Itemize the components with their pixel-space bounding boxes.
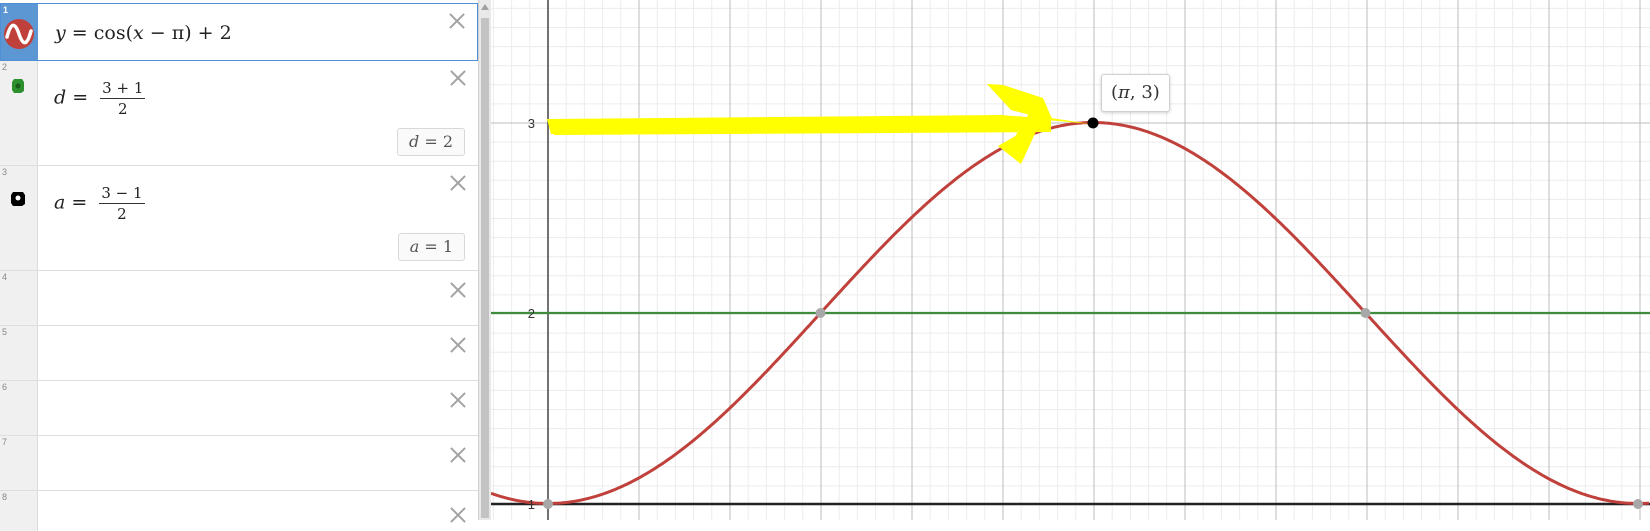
expression-row-7[interactable]: 7: [0, 436, 478, 491]
delete-expression-8-icon[interactable]: [450, 507, 466, 523]
expression-number-5: 5: [2, 327, 8, 337]
expression-list-scrollbar[interactable]: [479, 0, 491, 520]
minor-grid: [491, 0, 1650, 520]
intercept-point-right[interactable]: [1360, 308, 1371, 318]
expression-number-6: 6: [2, 382, 8, 392]
expression-row-5[interactable]: 5: [0, 326, 478, 381]
expression-number-4: 4: [2, 272, 8, 282]
y-tick-label-1: 1: [528, 497, 535, 512]
maximum-point[interactable]: [1087, 117, 1099, 129]
delete-expression-4-icon[interactable]: [450, 282, 466, 298]
minimum-point-left[interactable]: [543, 499, 553, 509]
delete-expression-1-icon[interactable]: [449, 13, 465, 29]
expression-row-8[interactable]: 8: [0, 491, 478, 531]
scroll-up-icon[interactable]: [481, 4, 489, 10]
expression-row-1[interactable]: 1 y = cos(x − π) + 2: [0, 3, 478, 61]
point-coordinate-label: (π, 3): [1101, 74, 1170, 112]
green-color-swatch-icon[interactable]: [11, 78, 25, 94]
intercept-point-left[interactable]: [815, 308, 826, 318]
expression-number-1: 1: [3, 5, 9, 15]
highlight-arrow: [547, 84, 1091, 164]
delete-expression-5-icon[interactable]: [450, 337, 466, 353]
expression-number-8: 8: [2, 492, 8, 502]
expression-number-2: 2: [2, 62, 8, 72]
expression-number-7: 7: [2, 437, 8, 447]
sine-wave-icon[interactable]: [3, 18, 35, 50]
y-tick-label-2: 2: [528, 306, 535, 321]
minimum-point-right[interactable]: [1633, 499, 1643, 509]
evaluation-result-3: a = 1: [397, 233, 465, 261]
delete-expression-3-icon[interactable]: [450, 175, 466, 191]
evaluation-result-2: d = 2: [396, 128, 465, 156]
y-tick-label-3: 3: [528, 116, 535, 131]
black-color-swatch-icon[interactable]: [10, 191, 26, 207]
graph-canvas[interactable]: 3 2 1: [491, 0, 1650, 520]
cosine-curve[interactable]: [491, 121, 1650, 505]
expression-gutter-1: 1: [1, 4, 38, 60]
expression-number-3: 3: [2, 167, 8, 177]
delete-expression-7-icon[interactable]: [450, 447, 466, 463]
expression-row-4[interactable]: 4: [0, 271, 478, 326]
scrollbar-thumb[interactable]: [481, 18, 489, 518]
expression-row-6[interactable]: 6: [0, 381, 478, 436]
expression-1-latex[interactable]: y = cos(x − π) + 2: [55, 22, 232, 44]
delete-expression-6-icon[interactable]: [450, 392, 466, 408]
delete-expression-2-icon[interactable]: [450, 70, 466, 86]
